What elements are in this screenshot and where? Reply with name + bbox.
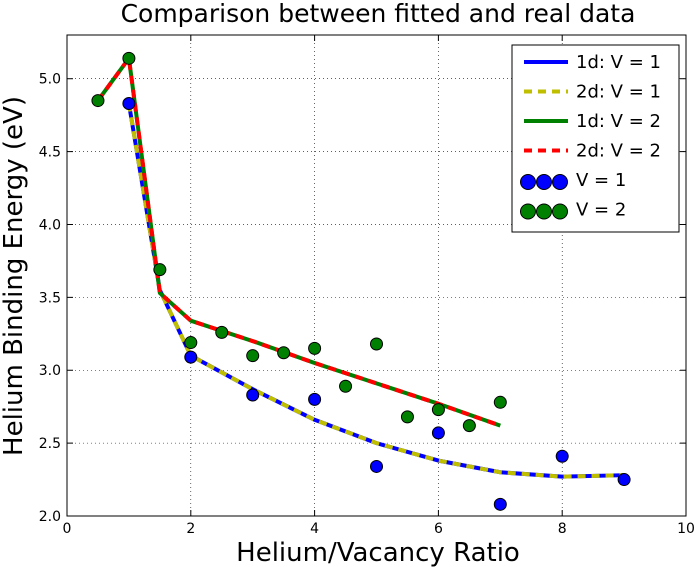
legend-marker-v-1 <box>520 174 536 190</box>
x-tick-label: 6 <box>434 521 443 537</box>
legend: 1d: V = 1 2d: V = 1 1d: V = 2 2d: V = 2 V = … <box>511 44 680 233</box>
data-point <box>462 419 476 433</box>
data-point <box>617 473 631 487</box>
y-tick-label: 2.0 <box>39 509 61 525</box>
x-axis-title: Helium/Vacancy Ratio <box>236 538 520 567</box>
data-point <box>246 349 260 363</box>
plot-area <box>91 51 631 511</box>
y-tick-label: 4.5 <box>39 145 61 161</box>
data-point <box>308 392 322 406</box>
y-tick-label: 5.0 <box>39 72 61 88</box>
y-tick-label: 3.5 <box>39 290 61 306</box>
series-points-v-1 <box>122 97 631 511</box>
data-point <box>370 459 383 473</box>
data-point <box>246 388 260 402</box>
data-point <box>555 449 569 463</box>
legend-marker-v-2 <box>552 203 568 220</box>
data-point <box>184 336 198 350</box>
data-point <box>122 51 136 65</box>
data-point <box>431 426 445 440</box>
legend-label: 1d: V = 1 <box>576 52 661 73</box>
legend-label: 1d: V = 2 <box>576 111 661 132</box>
x-tick-label: 4 <box>310 521 319 537</box>
x-tick-label: 0 <box>63 521 72 537</box>
data-point <box>122 97 136 111</box>
legend-marker-v-1 <box>552 174 568 190</box>
data-point <box>308 341 322 355</box>
x-tick-label: 2 <box>186 521 195 537</box>
legend-box <box>511 44 680 233</box>
legend-marker-v-2 <box>520 203 536 220</box>
data-point <box>400 410 414 424</box>
plot-frame <box>66 34 687 517</box>
legend-label: V = 2 <box>576 200 626 221</box>
legend-label: 2d: V = 2 <box>576 141 661 162</box>
data-point <box>153 263 167 277</box>
series-line-2d-v-2 <box>96 56 501 428</box>
data-point <box>91 94 105 108</box>
data-point <box>215 325 229 339</box>
data-point <box>184 350 198 364</box>
chart-title: Comparison between fitted and real data <box>121 0 636 28</box>
legend-label: 2d: V = 1 <box>576 82 661 103</box>
y-tick-label: 2.5 <box>39 436 61 452</box>
axis-ticks: 0 2 4 6 8 10 2.0 2.5 3.0 3.5 4.0 4.5 5.0 <box>39 35 695 537</box>
data-point <box>493 497 507 511</box>
data-point <box>493 395 507 409</box>
y-tick-label: 3.0 <box>39 363 61 379</box>
legend-marker-v-1 <box>536 174 552 190</box>
x-tick-label: 8 <box>558 521 567 537</box>
x-tick-label: 10 <box>677 521 695 537</box>
data-point <box>277 346 291 360</box>
legend-marker-v-2 <box>536 203 552 220</box>
series-points-v-2 <box>91 51 507 433</box>
series-line-2d-v-1 <box>126 103 625 479</box>
data-point <box>370 337 383 351</box>
data-point <box>339 379 353 393</box>
y-axis-title: Helium Binding Energy (eV) <box>0 96 29 456</box>
legend-label: V = 1 <box>576 170 626 191</box>
data-point <box>431 403 445 417</box>
y-tick-label: 4.0 <box>39 217 61 233</box>
